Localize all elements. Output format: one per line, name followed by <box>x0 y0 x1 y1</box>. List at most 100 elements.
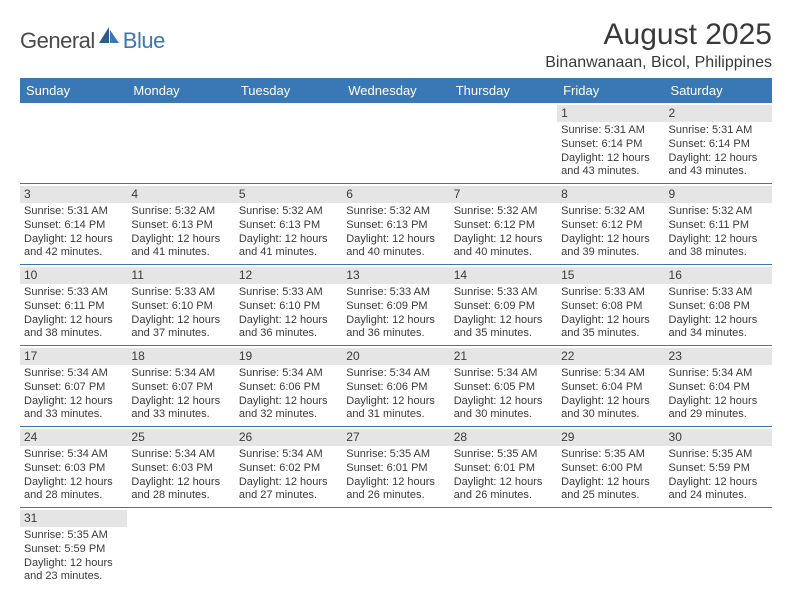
sunrise-line: Sunrise: 5:33 AM <box>131 286 230 300</box>
sail-icon <box>98 26 120 49</box>
daylight-line: Daylight: 12 hours and 28 minutes. <box>131 476 230 504</box>
daylight-line: Daylight: 12 hours and 26 minutes. <box>346 476 445 504</box>
day-number: 22 <box>557 348 664 365</box>
calendar-cell: 16Sunrise: 5:33 AMSunset: 6:08 PMDayligh… <box>665 265 772 345</box>
daylight-line: Daylight: 12 hours and 31 minutes. <box>346 395 445 423</box>
sunrise-line: Sunrise: 5:34 AM <box>454 367 553 381</box>
sunrise-line: Sunrise: 5:34 AM <box>24 367 123 381</box>
calendar-cell: 21Sunrise: 5:34 AMSunset: 6:05 PMDayligh… <box>450 346 557 426</box>
daylight-line: Daylight: 12 hours and 41 minutes. <box>131 233 230 261</box>
sunrise-line: Sunrise: 5:34 AM <box>561 367 660 381</box>
daylight-line: Daylight: 12 hours and 29 minutes. <box>669 395 768 423</box>
day-number: 20 <box>342 348 449 365</box>
calendar-cell: 1Sunrise: 5:31 AMSunset: 6:14 PMDaylight… <box>557 103 664 183</box>
calendar-week: 3Sunrise: 5:31 AMSunset: 6:14 PMDaylight… <box>20 184 772 265</box>
sunset-line: Sunset: 6:01 PM <box>454 462 553 476</box>
calendar-cell <box>342 508 449 588</box>
sunrise-line: Sunrise: 5:31 AM <box>561 124 660 138</box>
daylight-line: Daylight: 12 hours and 35 minutes. <box>454 314 553 342</box>
logo: General Blue <box>20 26 165 55</box>
daylight-line: Daylight: 12 hours and 39 minutes. <box>561 233 660 261</box>
calendar-cell <box>665 508 772 588</box>
calendar-cell <box>557 508 664 588</box>
calendar-cell: 26Sunrise: 5:34 AMSunset: 6:02 PMDayligh… <box>235 427 342 507</box>
daylight-line: Daylight: 12 hours and 43 minutes. <box>669 152 768 180</box>
daylight-line: Daylight: 12 hours and 42 minutes. <box>24 233 123 261</box>
sunrise-line: Sunrise: 5:32 AM <box>239 205 338 219</box>
day-number: 26 <box>235 429 342 446</box>
sunrise-line: Sunrise: 5:33 AM <box>669 286 768 300</box>
weeks-container: 1Sunrise: 5:31 AMSunset: 6:14 PMDaylight… <box>20 103 772 588</box>
sunset-line: Sunset: 6:13 PM <box>131 219 230 233</box>
page-header: General Blue August 2025 Binanwanaan, Bi… <box>20 18 772 72</box>
calendar-cell <box>342 103 449 183</box>
day-number: 7 <box>450 186 557 203</box>
sunset-line: Sunset: 6:14 PM <box>561 138 660 152</box>
sunrise-line: Sunrise: 5:32 AM <box>346 205 445 219</box>
day-number: 14 <box>450 267 557 284</box>
calendar-cell: 25Sunrise: 5:34 AMSunset: 6:03 PMDayligh… <box>127 427 234 507</box>
calendar-cell: 11Sunrise: 5:33 AMSunset: 6:10 PMDayligh… <box>127 265 234 345</box>
daylight-line: Daylight: 12 hours and 33 minutes. <box>24 395 123 423</box>
calendar-cell: 31Sunrise: 5:35 AMSunset: 5:59 PMDayligh… <box>20 508 127 588</box>
daylight-line: Daylight: 12 hours and 35 minutes. <box>561 314 660 342</box>
day-number: 11 <box>127 267 234 284</box>
day-number: 1 <box>557 105 664 122</box>
calendar-cell <box>127 508 234 588</box>
sunset-line: Sunset: 6:07 PM <box>131 381 230 395</box>
sunset-line: Sunset: 6:12 PM <box>561 219 660 233</box>
calendar-cell: 18Sunrise: 5:34 AMSunset: 6:07 PMDayligh… <box>127 346 234 426</box>
sunset-line: Sunset: 6:10 PM <box>239 300 338 314</box>
calendar-cell: 15Sunrise: 5:33 AMSunset: 6:08 PMDayligh… <box>557 265 664 345</box>
day-number: 17 <box>20 348 127 365</box>
day-header-saturday: Saturday <box>665 78 772 103</box>
daylight-line: Daylight: 12 hours and 27 minutes. <box>239 476 338 504</box>
sunrise-line: Sunrise: 5:32 AM <box>454 205 553 219</box>
sunrise-line: Sunrise: 5:34 AM <box>239 448 338 462</box>
day-number: 29 <box>557 429 664 446</box>
calendar-cell: 22Sunrise: 5:34 AMSunset: 6:04 PMDayligh… <box>557 346 664 426</box>
sunrise-line: Sunrise: 5:33 AM <box>24 286 123 300</box>
calendar-week: 1Sunrise: 5:31 AMSunset: 6:14 PMDaylight… <box>20 103 772 184</box>
calendar-cell: 20Sunrise: 5:34 AMSunset: 6:06 PMDayligh… <box>342 346 449 426</box>
calendar-cell <box>450 103 557 183</box>
sunrise-line: Sunrise: 5:31 AM <box>669 124 768 138</box>
day-number: 30 <box>665 429 772 446</box>
daylight-line: Daylight: 12 hours and 23 minutes. <box>24 557 123 585</box>
sunset-line: Sunset: 6:04 PM <box>669 381 768 395</box>
sunset-line: Sunset: 6:07 PM <box>24 381 123 395</box>
sunset-line: Sunset: 6:14 PM <box>24 219 123 233</box>
sunrise-line: Sunrise: 5:34 AM <box>669 367 768 381</box>
day-header-tuesday: Tuesday <box>235 78 342 103</box>
calendar-week: 17Sunrise: 5:34 AMSunset: 6:07 PMDayligh… <box>20 346 772 427</box>
day-number: 18 <box>127 348 234 365</box>
daylight-line: Daylight: 12 hours and 30 minutes. <box>561 395 660 423</box>
daylight-line: Daylight: 12 hours and 36 minutes. <box>239 314 338 342</box>
daylight-line: Daylight: 12 hours and 41 minutes. <box>239 233 338 261</box>
sunset-line: Sunset: 5:59 PM <box>24 543 123 557</box>
sunset-line: Sunset: 6:09 PM <box>454 300 553 314</box>
sunrise-line: Sunrise: 5:35 AM <box>561 448 660 462</box>
sunrise-line: Sunrise: 5:33 AM <box>346 286 445 300</box>
daylight-line: Daylight: 12 hours and 38 minutes. <box>669 233 768 261</box>
calendar-cell: 12Sunrise: 5:33 AMSunset: 6:10 PMDayligh… <box>235 265 342 345</box>
day-header-thursday: Thursday <box>450 78 557 103</box>
calendar-week: 31Sunrise: 5:35 AMSunset: 5:59 PMDayligh… <box>20 508 772 588</box>
sunset-line: Sunset: 6:13 PM <box>239 219 338 233</box>
day-number: 31 <box>20 510 127 527</box>
sunset-line: Sunset: 6:11 PM <box>24 300 123 314</box>
logo-text-blue: Blue <box>123 28 165 54</box>
day-number: 21 <box>450 348 557 365</box>
sunset-line: Sunset: 6:06 PM <box>239 381 338 395</box>
day-number: 9 <box>665 186 772 203</box>
day-number: 13 <box>342 267 449 284</box>
calendar-week: 10Sunrise: 5:33 AMSunset: 6:11 PMDayligh… <box>20 265 772 346</box>
calendar-cell <box>20 103 127 183</box>
calendar-cell: 28Sunrise: 5:35 AMSunset: 6:01 PMDayligh… <box>450 427 557 507</box>
sunrise-line: Sunrise: 5:33 AM <box>454 286 553 300</box>
calendar-cell <box>235 508 342 588</box>
sunrise-line: Sunrise: 5:32 AM <box>131 205 230 219</box>
calendar-cell: 3Sunrise: 5:31 AMSunset: 6:14 PMDaylight… <box>20 184 127 264</box>
title-block: August 2025 Binanwanaan, Bicol, Philippi… <box>545 18 772 72</box>
day-number: 2 <box>665 105 772 122</box>
